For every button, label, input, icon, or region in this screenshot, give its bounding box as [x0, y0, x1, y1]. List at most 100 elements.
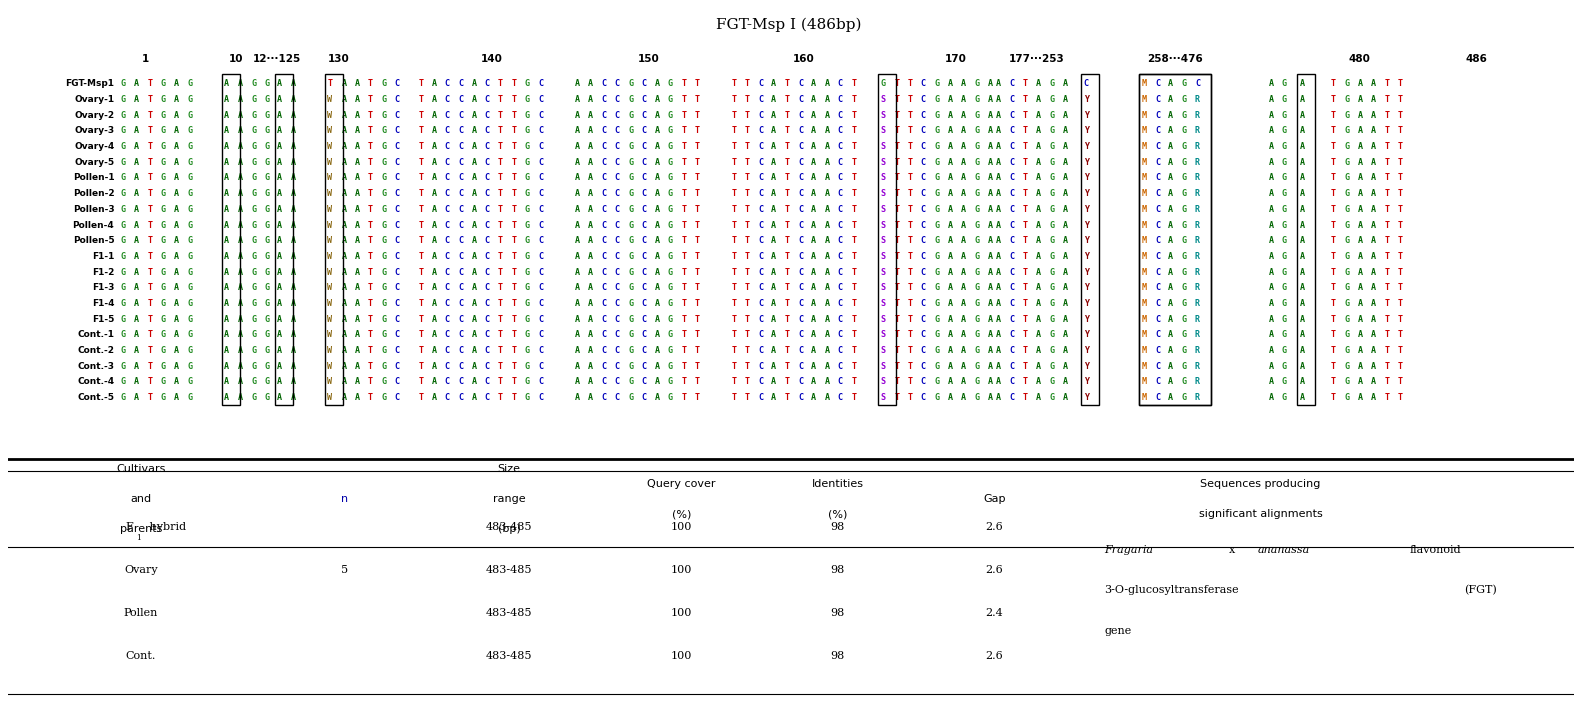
Text: T: T: [498, 111, 503, 120]
Text: C: C: [1154, 268, 1161, 277]
Text: C: C: [538, 299, 542, 308]
Text: A: A: [278, 268, 282, 277]
Text: G: G: [1345, 361, 1350, 371]
Text: C: C: [445, 205, 449, 214]
Text: C: C: [1154, 283, 1161, 292]
Text: C: C: [601, 346, 607, 355]
Text: G: G: [188, 237, 192, 245]
Text: A: A: [948, 237, 953, 245]
Text: A: A: [997, 268, 1001, 277]
Text: T: T: [894, 315, 899, 323]
Text: C: C: [615, 299, 620, 308]
Text: T: T: [785, 174, 790, 182]
Text: T: T: [681, 95, 686, 104]
Text: T: T: [367, 346, 374, 355]
Text: M: M: [1142, 361, 1146, 371]
Text: and: and: [131, 494, 151, 504]
Text: C: C: [484, 346, 490, 355]
Text: A: A: [1169, 283, 1173, 292]
Text: C: C: [615, 205, 620, 214]
Text: gene: gene: [1104, 626, 1131, 635]
Text: G: G: [188, 252, 192, 261]
Text: A: A: [1370, 142, 1377, 151]
Text: T: T: [852, 330, 856, 340]
Text: A: A: [1358, 237, 1363, 245]
Text: A: A: [173, 237, 178, 245]
Text: S: S: [880, 361, 885, 371]
Text: T: T: [694, 330, 700, 340]
Text: T: T: [1022, 361, 1028, 371]
Text: G: G: [120, 393, 126, 402]
Text: A: A: [173, 79, 178, 88]
Text: F1-2: F1-2: [91, 268, 115, 277]
Text: A: A: [224, 268, 229, 277]
Text: A: A: [960, 361, 965, 371]
Text: C: C: [798, 174, 803, 182]
Text: A: A: [654, 346, 659, 355]
Text: A: A: [1299, 361, 1304, 371]
Text: A: A: [1268, 252, 1274, 261]
Text: A: A: [987, 252, 992, 261]
Text: A: A: [278, 205, 282, 214]
Text: C: C: [837, 142, 842, 151]
Text: A: A: [134, 79, 139, 88]
Text: A: A: [472, 220, 476, 229]
Text: C: C: [457, 237, 464, 245]
Text: A: A: [588, 95, 593, 104]
Text: A: A: [574, 126, 580, 136]
Text: T: T: [1331, 252, 1336, 261]
Text: G: G: [975, 361, 979, 371]
Text: G: G: [934, 377, 940, 386]
Text: T: T: [1331, 237, 1336, 245]
Text: A: A: [771, 237, 776, 245]
Text: F1-3: F1-3: [91, 283, 115, 292]
Text: T: T: [498, 268, 503, 277]
Text: W: W: [328, 158, 333, 167]
Text: G: G: [382, 205, 386, 214]
Text: A: A: [1370, 268, 1377, 277]
Text: A: A: [238, 377, 243, 386]
Text: T: T: [681, 79, 686, 88]
Text: C: C: [394, 361, 399, 371]
Text: T: T: [418, 252, 423, 261]
Text: C: C: [642, 377, 647, 386]
Text: G: G: [1282, 237, 1287, 245]
Text: A: A: [948, 252, 953, 261]
Text: A: A: [1370, 205, 1377, 214]
Text: A: A: [1063, 346, 1068, 355]
Text: A: A: [355, 315, 360, 323]
Text: G: G: [265, 330, 270, 340]
Text: A: A: [574, 315, 580, 323]
Text: A: A: [278, 126, 282, 136]
Text: T: T: [894, 189, 899, 198]
Text: G: G: [188, 220, 192, 229]
Text: A: A: [960, 95, 965, 104]
Text: G: G: [934, 189, 940, 198]
Text: A: A: [588, 299, 593, 308]
Text: A: A: [811, 393, 817, 402]
Text: A: A: [173, 361, 178, 371]
Text: G: G: [934, 393, 940, 402]
Text: S: S: [880, 237, 885, 245]
Text: C: C: [1009, 174, 1014, 182]
Text: G: G: [975, 315, 979, 323]
Text: G: G: [1282, 393, 1287, 402]
Text: C: C: [394, 346, 399, 355]
Text: G: G: [525, 95, 530, 104]
Text: T: T: [1331, 142, 1336, 151]
Text: G: G: [1181, 174, 1186, 182]
Text: A: A: [987, 346, 992, 355]
Text: C: C: [921, 189, 926, 198]
Text: T: T: [367, 189, 374, 198]
Text: T: T: [1385, 111, 1389, 120]
Text: A: A: [574, 95, 580, 104]
Text: A: A: [432, 220, 437, 229]
Text: G: G: [251, 283, 257, 292]
Text: T: T: [1385, 189, 1389, 198]
Text: A: A: [1169, 252, 1173, 261]
Text: W: W: [328, 377, 333, 386]
Text: G: G: [669, 142, 673, 151]
Text: G: G: [669, 377, 673, 386]
Text: A: A: [1063, 283, 1068, 292]
Text: C: C: [457, 126, 464, 136]
